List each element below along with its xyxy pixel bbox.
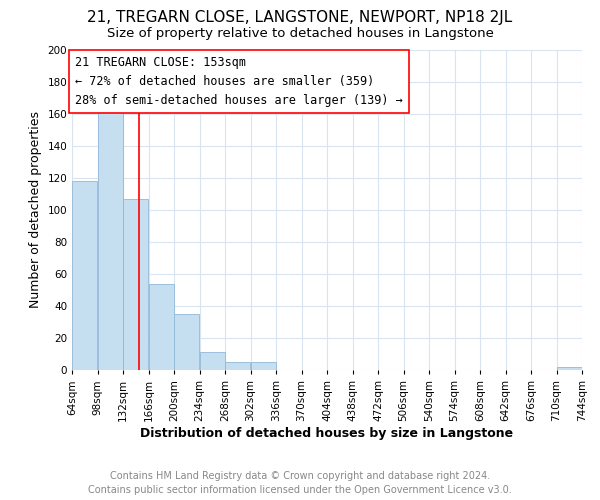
Text: 21, TREGARN CLOSE, LANGSTONE, NEWPORT, NP18 2JL: 21, TREGARN CLOSE, LANGSTONE, NEWPORT, N… [88,10,512,25]
Y-axis label: Number of detached properties: Number of detached properties [29,112,42,308]
Text: Size of property relative to detached houses in Langstone: Size of property relative to detached ho… [107,28,493,40]
Bar [251,362,276,370]
Text: 21 TREGARN CLOSE: 153sqm
← 72% of detached houses are smaller (359)
28% of semi-: 21 TREGARN CLOSE: 153sqm ← 72% of detach… [75,56,403,108]
Bar [200,352,225,370]
Bar [72,181,97,370]
Bar [225,362,250,370]
Bar [149,284,174,370]
Text: Contains HM Land Registry data © Crown copyright and database right 2024.
Contai: Contains HM Land Registry data © Crown c… [88,471,512,495]
Bar [123,199,148,370]
Bar [557,367,582,370]
X-axis label: Distribution of detached houses by size in Langstone: Distribution of detached houses by size … [140,426,514,440]
Bar [174,314,199,370]
Bar [98,109,123,370]
